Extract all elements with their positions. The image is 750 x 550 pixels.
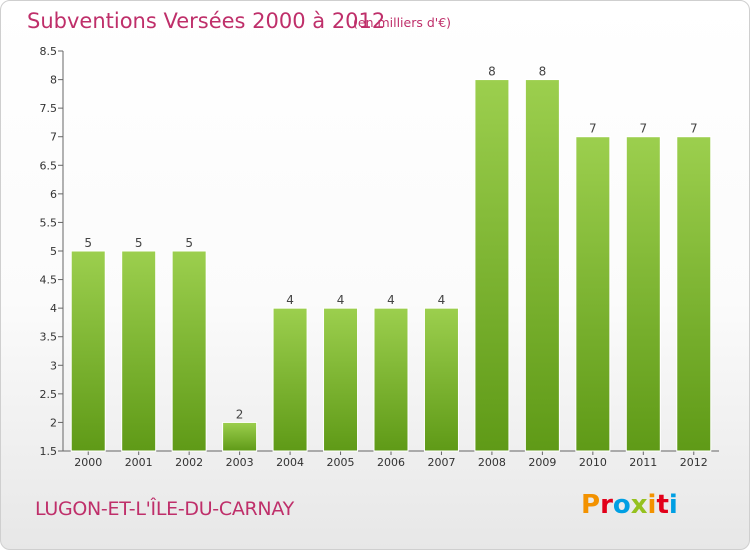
data-label-2001: 5 — [135, 236, 143, 250]
y-tick-label: 6 — [50, 188, 57, 201]
data-label-2007: 4 — [438, 293, 446, 307]
data-label-2008: 8 — [488, 65, 496, 79]
logo-letter: t — [656, 490, 669, 520]
y-tick-label: 7 — [50, 131, 57, 144]
axes: 1.5 2 2.5 3 3.5 4 4.5 5 5.5 6 6.5 7 7.5 8 8.5 2000 2001 2… — [40, 45, 719, 469]
chart-title: Subventions Versées 2000 à 2012 — [27, 9, 386, 33]
x-tick-label: 2011 — [629, 456, 657, 469]
commune-name: LUGON-ET-L'ÎLE-DU-CARNAY — [35, 498, 294, 520]
proxiti-logo[interactable]: Proxiti — [581, 490, 678, 520]
x-tick-label: 2001 — [125, 456, 153, 469]
y-tick-label: 7.5 — [40, 102, 58, 115]
x-tick-label: 2003 — [226, 456, 254, 469]
bar-2011 — [625, 136, 661, 452]
logo-letter: P — [581, 490, 601, 520]
x-tick-label: 2007 — [427, 456, 455, 469]
chart-subtitle: (en milliers d'€) — [353, 15, 452, 30]
bar-2001 — [121, 250, 157, 452]
data-label-2005: 4 — [337, 293, 345, 307]
bar-2002 — [171, 250, 207, 452]
data-label-2000: 5 — [84, 236, 92, 250]
x-tick-label: 2005 — [327, 456, 355, 469]
bars — [70, 79, 712, 452]
x-tick-label: 2006 — [377, 456, 405, 469]
labels: 5 5 5 2 4 4 4 4 8 8 7 7 7 — [84, 65, 697, 422]
data-label-2002: 5 — [185, 236, 193, 250]
data-label-2012: 7 — [690, 122, 698, 136]
data-label-2010: 7 — [589, 122, 597, 136]
y-tick-label: 8.5 — [40, 45, 58, 58]
bar-2004 — [272, 307, 308, 452]
x-tick-label: 2009 — [528, 456, 556, 469]
bar-2005 — [323, 307, 359, 452]
x-tick-label: 2000 — [74, 456, 102, 469]
data-label-2009: 8 — [539, 65, 547, 79]
y-tick-label: 4.5 — [40, 274, 58, 287]
y-tick-label: 4 — [50, 302, 57, 315]
logo-letter: o — [612, 490, 631, 520]
data-label-2004: 4 — [286, 293, 294, 307]
data-label-2003: 2 — [236, 407, 244, 421]
bar-2010 — [575, 136, 611, 452]
y-tick-label: 2 — [50, 416, 57, 429]
bar-2003 — [222, 421, 258, 452]
y-tick-label: 5.5 — [40, 216, 58, 229]
logo-letter: x — [630, 490, 648, 520]
y-tick-label: 8 — [50, 74, 57, 87]
x-tick-label: 2004 — [276, 456, 304, 469]
y-tick-label: 6.5 — [40, 159, 58, 172]
logo-letter: r — [600, 490, 613, 520]
x-tick-label: 2002 — [175, 456, 203, 469]
bar-2000 — [70, 250, 106, 452]
bar-2007 — [423, 307, 459, 452]
bar-2009 — [524, 79, 560, 452]
x-tick-label: 2012 — [680, 456, 708, 469]
bar-2008 — [474, 79, 510, 452]
y-tick-label: 3.5 — [40, 331, 58, 344]
logo-letter: i — [668, 490, 678, 520]
y-tick-label: 3 — [50, 359, 57, 372]
bar-2012 — [676, 136, 712, 452]
x-tick-label: 2008 — [478, 456, 506, 469]
data-label-2011: 7 — [639, 122, 647, 136]
y-tick-label: 2.5 — [40, 388, 58, 401]
x-tick-label: 2010 — [579, 456, 607, 469]
y-tick-label: 1.5 — [40, 445, 58, 458]
bar-2006 — [373, 307, 409, 452]
y-tick-label: 5 — [50, 245, 57, 258]
data-label-2006: 4 — [387, 293, 395, 307]
logo-letter: i — [647, 490, 657, 520]
